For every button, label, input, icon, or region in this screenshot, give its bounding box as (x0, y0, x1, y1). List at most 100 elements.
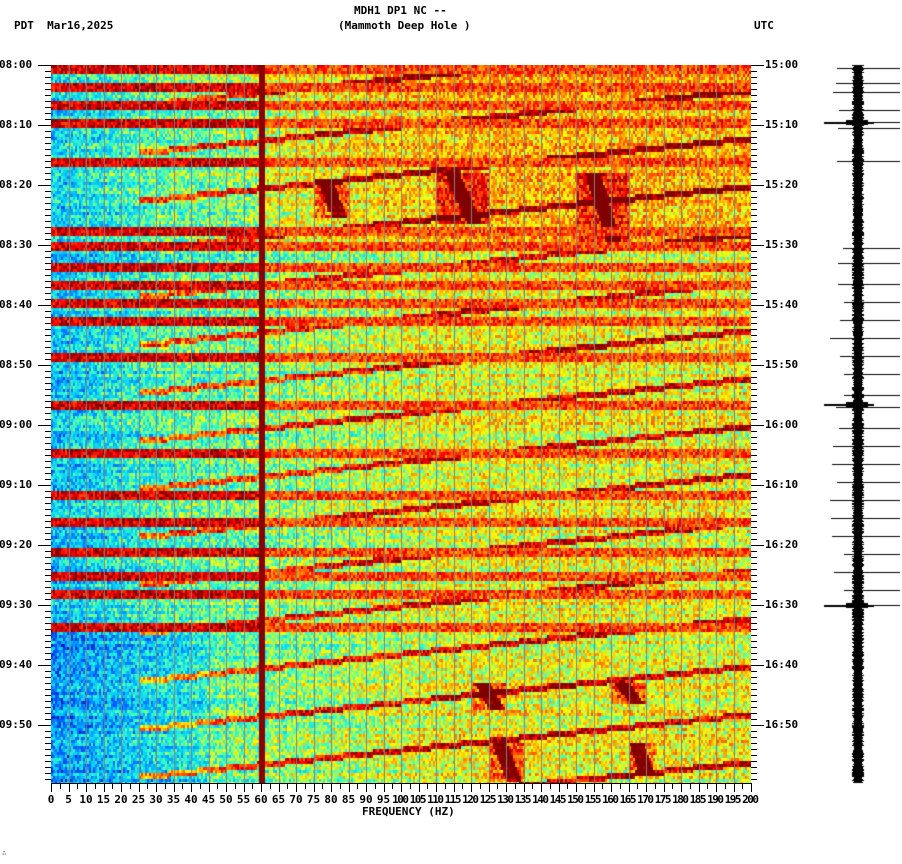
y-tick-right (751, 527, 757, 528)
y-tick-right (751, 635, 757, 636)
y-tick (38, 485, 51, 486)
y-tick-right (751, 599, 757, 600)
y-tick-right (751, 629, 757, 630)
y-tick-right (751, 245, 764, 246)
y-tick-right (751, 755, 757, 756)
y-tick (45, 683, 51, 684)
x-tick (314, 783, 315, 792)
y-tick-right (751, 665, 764, 666)
y-tick (38, 65, 51, 66)
y-tick-right (751, 341, 757, 342)
y-tick-right (751, 731, 757, 732)
y-tick (45, 413, 51, 414)
x-tick-label: 105 (409, 793, 427, 806)
y-tick-right (751, 377, 757, 378)
y-tick-right (751, 671, 757, 672)
y-tick-right (751, 143, 757, 144)
x-tick (576, 783, 577, 792)
x-tick (77, 783, 78, 789)
x-tick (287, 783, 288, 789)
local-timezone-date: PDT Mar16,2025 (14, 19, 114, 32)
y-tick (45, 731, 51, 732)
y-tick-right (751, 749, 757, 750)
y-tick-label-pdt: 08:30 (0, 238, 33, 251)
y-tick-right (751, 149, 757, 150)
y-tick (45, 695, 51, 696)
x-tick (235, 783, 236, 789)
y-tick (45, 743, 51, 744)
y-tick (45, 671, 51, 672)
y-tick (45, 563, 51, 564)
y-tick (45, 431, 51, 432)
y-tick (38, 125, 51, 126)
y-tick (45, 95, 51, 96)
y-tick-label-pdt: 08:50 (0, 358, 33, 371)
y-tick (45, 539, 51, 540)
y-tick-right (751, 227, 757, 228)
y-tick (45, 323, 51, 324)
y-tick-right (751, 113, 757, 114)
y-tick (45, 491, 51, 492)
y-tick-right (751, 431, 757, 432)
y-tick (45, 173, 51, 174)
x-tick-label: 50 (219, 793, 233, 806)
x-tick-label: 130 (497, 793, 514, 806)
y-tick (38, 605, 51, 606)
x-tick-label: 70 (289, 793, 303, 806)
x-tick-label: 95 (376, 793, 391, 806)
y-tick-right (751, 533, 757, 534)
corner-mark: ∴ (2, 849, 7, 857)
y-tick-right (751, 509, 757, 510)
y-tick (38, 425, 51, 426)
y-tick (45, 347, 51, 348)
x-tick (655, 783, 656, 789)
y-tick-label-utc: 16:30 (765, 598, 799, 611)
y-tick-right (751, 401, 757, 402)
y-tick-label-pdt: 09:00 (0, 418, 33, 431)
x-tick-label: 110 (427, 793, 444, 806)
x-tick (410, 783, 411, 789)
y-tick (45, 77, 51, 78)
y-tick (45, 527, 51, 528)
y-tick-right (751, 737, 757, 738)
x-tick (611, 783, 612, 792)
y-tick-right (751, 119, 757, 120)
x-tick (471, 783, 472, 792)
frequency-axis-label: FREQUENCY (HZ) (362, 805, 455, 818)
y-tick (45, 101, 51, 102)
y-tick (45, 593, 51, 594)
x-tick (165, 783, 166, 789)
x-tick (602, 783, 603, 789)
y-tick-right (751, 641, 757, 642)
y-tick-right (751, 155, 757, 156)
x-tick (349, 783, 350, 792)
y-tick-right (751, 767, 757, 768)
x-tick (191, 783, 192, 792)
x-tick-label: 40 (184, 793, 198, 806)
x-tick (331, 783, 332, 792)
y-tick-right (751, 443, 757, 444)
y-tick-right (751, 353, 757, 354)
y-tick (45, 269, 51, 270)
y-tick (45, 149, 51, 150)
x-tick (585, 783, 586, 789)
y-tick-right (751, 659, 757, 660)
y-tick (38, 665, 51, 666)
y-tick-right (751, 413, 757, 414)
y-tick (45, 749, 51, 750)
x-tick (690, 783, 691, 789)
x-tick-label: 10 (79, 793, 93, 806)
x-tick (497, 783, 498, 789)
y-tick-right (751, 89, 757, 90)
y-tick-label-utc: 15:40 (765, 298, 799, 311)
y-tick (45, 467, 51, 468)
y-tick-right (751, 407, 757, 408)
y-tick-right (751, 485, 764, 486)
y-tick (45, 395, 51, 396)
x-tick (384, 783, 385, 792)
x-tick (559, 783, 560, 792)
x-tick (357, 783, 358, 789)
y-tick-right (751, 647, 757, 648)
x-tick (296, 783, 297, 792)
y-tick (38, 245, 51, 246)
